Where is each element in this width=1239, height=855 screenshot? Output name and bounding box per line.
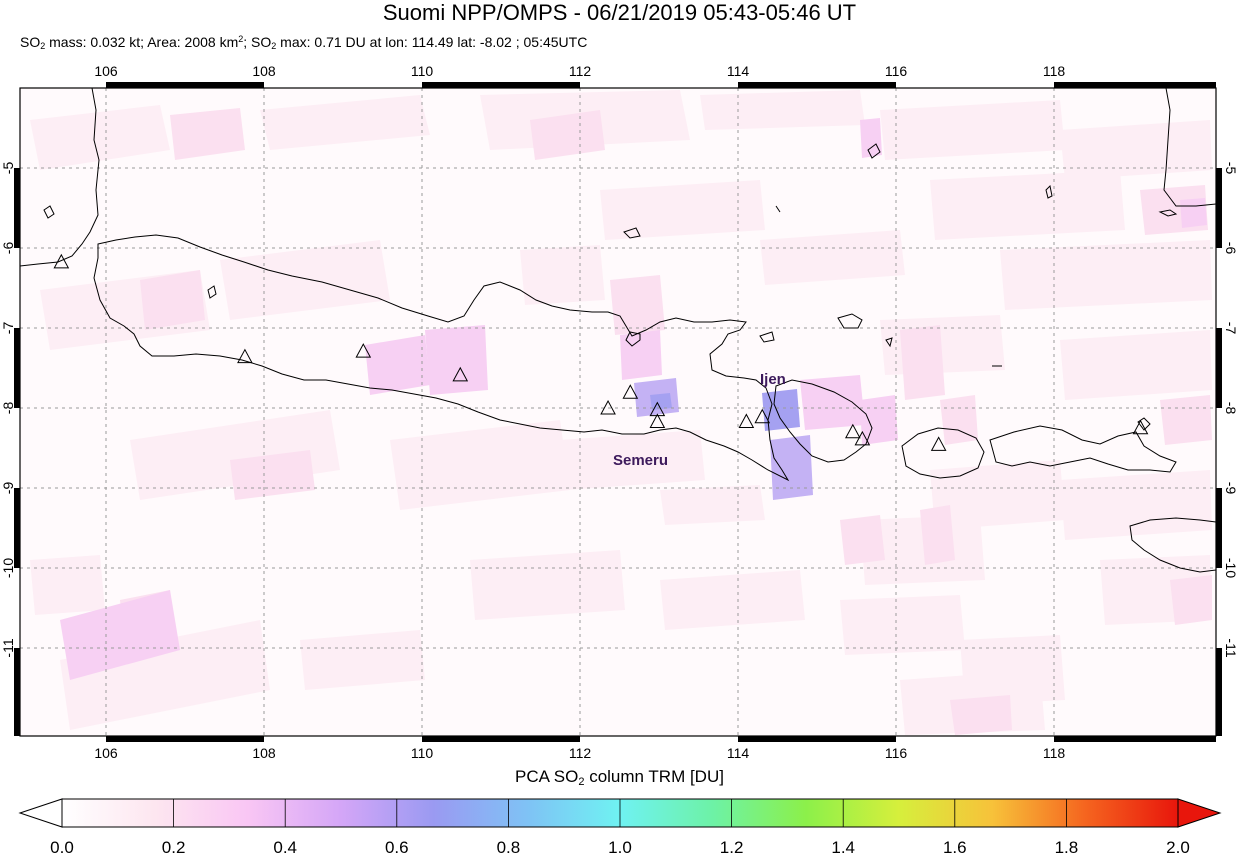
lat-labels-right: -5 -6 -7 -8 -9 -10 -11 xyxy=(1223,162,1239,658)
so2-pixel-field xyxy=(20,88,1216,736)
cb-label-8: 1.6 xyxy=(943,838,967,855)
cb-label-5: 1.0 xyxy=(608,838,632,855)
lon-labels-top: 106 108 110 112 114 116 118 xyxy=(94,63,1065,79)
cb-label-2: 0.4 xyxy=(273,838,297,855)
lat-label-11-left: -11 xyxy=(0,638,16,657)
lon-label-108-bottom: 108 xyxy=(252,745,276,760)
lon-label-118-top: 118 xyxy=(1043,63,1066,79)
volcano-label-semeru: Semeru xyxy=(613,452,668,469)
volcano-markers xyxy=(53,253,1149,451)
lon-labels-bottom: 106 108 110 112 114 116 118 xyxy=(94,745,1065,760)
volcano-marker-icon xyxy=(600,399,616,415)
volcano-marker-icon xyxy=(844,423,861,439)
cb-label-9: 1.8 xyxy=(1055,838,1079,855)
lat-label-6-right: -6 xyxy=(1223,242,1239,255)
lat-label-9-right: -9 xyxy=(1223,482,1239,495)
lon-label-110-top: 110 xyxy=(411,63,434,79)
colorbar-max-arrow xyxy=(1177,798,1222,828)
lat-label-8-left: -8 xyxy=(0,402,16,415)
lat-label-10-right: -10 xyxy=(1223,558,1239,578)
cb-label-7: 1.4 xyxy=(831,838,855,855)
lon-label-112-bottom: 112 xyxy=(569,745,592,760)
latitude-frame-bars xyxy=(14,168,1222,736)
volcano-marker-icon xyxy=(854,430,871,446)
lat-label-5-left: -5 xyxy=(0,162,16,175)
colorbar-ticks xyxy=(173,799,1067,827)
lat-label-5-right: -5 xyxy=(1223,162,1239,175)
lon-label-110-bottom: 110 xyxy=(411,745,434,760)
volcano-marker-icon xyxy=(738,413,755,428)
cb-label-1: 0.2 xyxy=(162,838,186,855)
cb-label-4: 0.8 xyxy=(497,838,521,855)
colorbar-tick-labels: 0.0 0.2 0.4 0.6 0.8 1.0 1.2 1.4 1.6 1.8 … xyxy=(50,838,1190,855)
lat-label-11-right: -11 xyxy=(1223,638,1239,657)
volcano-marker-icon xyxy=(649,413,666,428)
volcano-marker-icon xyxy=(53,253,70,269)
volcano-marker-icon xyxy=(1132,419,1149,435)
colorbar-min-arrow xyxy=(18,798,63,828)
lon-label-116-top: 116 xyxy=(885,63,908,79)
volcano-marker-icon xyxy=(754,408,771,424)
volcano-marker-icon xyxy=(622,384,639,399)
lat-label-8-right: -8 xyxy=(1223,402,1239,415)
colorbar: 0.0 0.2 0.4 0.6 0.8 1.0 1.2 1.4 1.6 1.8 … xyxy=(18,798,1222,855)
cb-label-0: 0.0 xyxy=(50,838,74,855)
cb-label-10: 2.0 xyxy=(1166,838,1190,855)
volcano-name-labels: Ijen Semeru xyxy=(613,371,786,469)
map-title: Suomi NPP/OMPS - 06/21/2019 05:43-05:46 … xyxy=(382,0,857,25)
lon-label-118-bottom: 118 xyxy=(1043,745,1066,760)
lat-labels-left: -5 -6 -7 -8 -9 -10 -11 xyxy=(0,162,16,658)
so2-map: Ijen Semeru 106 108 110 112 114 116 118 xyxy=(0,63,1239,760)
lon-label-108-top: 108 xyxy=(252,63,276,79)
lon-label-106-bottom: 106 xyxy=(94,745,118,760)
longitude-frame-bars xyxy=(106,82,1216,742)
volcano-marker-icon xyxy=(355,343,372,358)
lat-label-9-left: -9 xyxy=(0,482,16,495)
lat-label-10-left: -10 xyxy=(0,558,16,578)
volcano-marker-icon xyxy=(930,436,947,451)
graticule xyxy=(20,88,1216,736)
so2-summary-line: SO2 mass: 0.032 kt; Area: 2008 km2; SO2 … xyxy=(20,34,588,51)
map-frame xyxy=(19,87,1217,737)
volcano-marker-icon xyxy=(452,366,469,382)
colorbar-title: PCA SO2 column TRM [DU] xyxy=(515,767,724,788)
lat-label-7-left: -7 xyxy=(0,322,16,335)
lon-label-112-top: 112 xyxy=(569,63,592,79)
lon-label-106-top: 106 xyxy=(94,63,118,79)
lon-label-114-top: 114 xyxy=(727,63,750,79)
volcano-marker-icon xyxy=(237,348,253,364)
coastlines xyxy=(20,88,1216,573)
cb-label-6: 1.2 xyxy=(720,838,744,855)
lat-label-7-right: -7 xyxy=(1223,322,1239,335)
lat-label-6-left: -6 xyxy=(0,242,16,255)
volcano-marker-icon xyxy=(649,401,666,417)
cb-label-3: 0.6 xyxy=(385,838,409,855)
volcano-label-ijen: Ijen xyxy=(760,371,786,388)
lon-label-114-bottom: 114 xyxy=(727,745,750,760)
lon-label-116-bottom: 116 xyxy=(885,745,908,760)
